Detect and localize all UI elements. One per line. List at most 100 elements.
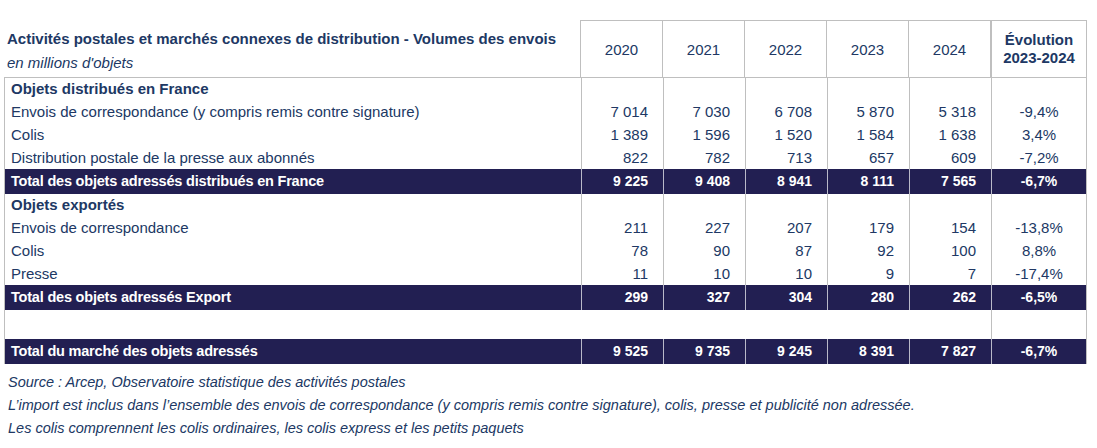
total-row: Total des objets adressés distribués en … <box>5 169 1086 194</box>
cell-value-2022: 713 <box>745 146 827 169</box>
cell-value-2021: 90 <box>663 239 745 262</box>
data-row: Envois de correspondance (y compris remi… <box>5 100 1086 123</box>
table-subtitle: en millions d'objets <box>7 51 570 75</box>
cell-value-2023: 8 111 <box>827 169 909 194</box>
column-header-2023: 2023 <box>827 21 909 77</box>
cell-value-2022 <box>745 78 827 100</box>
cell-evolution <box>991 310 1086 339</box>
cell-value-2021: 10 <box>663 262 745 285</box>
row-label <box>5 310 581 339</box>
cell-value-2024: 100 <box>909 239 991 262</box>
table-body: Objets distribués en FranceEnvois de cor… <box>4 77 1087 364</box>
spacer-row <box>5 310 1086 339</box>
cell-value-2024: 7 565 <box>909 169 991 194</box>
cell-value-2023: 92 <box>827 239 909 262</box>
cell-value-2024: 262 <box>909 285 991 310</box>
cell-value-2021 <box>663 78 745 100</box>
footnote: Source : Arcep, Observatoire statistique… <box>8 371 1089 394</box>
row-label: Distribution postale de la presse aux ab… <box>5 146 581 169</box>
column-header-evolution: Évolution 2023-2024 <box>992 20 1087 77</box>
footnote: L’import est inclus dans l’ensemble des … <box>8 394 1089 417</box>
cell-value-2021: 7 030 <box>663 100 745 123</box>
cell-value-2024 <box>909 310 991 339</box>
cell-value-2023: 8 391 <box>827 339 909 364</box>
cell-evolution: -9,4% <box>991 100 1086 123</box>
cell-value-2024: 154 <box>909 216 991 239</box>
section-row: Objets distribués en France <box>5 78 1086 100</box>
row-label: Presse <box>5 262 581 285</box>
cell-value-2023: 5 870 <box>827 100 909 123</box>
row-label: Total des objets adressés Export <box>5 285 581 310</box>
cell-value-2022 <box>745 310 827 339</box>
column-header-2024: 2024 <box>909 21 991 77</box>
cell-value-2022: 87 <box>745 239 827 262</box>
column-header-2020: 2020 <box>581 21 663 77</box>
cell-value-2022: 304 <box>745 285 827 310</box>
footnotes: Source : Arcep, Observatoire statistique… <box>4 371 1089 440</box>
cell-value-2020: 7 014 <box>581 100 663 123</box>
cell-value-2024: 1 638 <box>909 123 991 146</box>
cell-evolution: -17,4% <box>991 262 1086 285</box>
cell-value-2023: 179 <box>827 216 909 239</box>
column-header-2022: 2022 <box>745 21 827 77</box>
row-label: Total des objets adressés distribués en … <box>5 169 581 194</box>
cell-value-2020 <box>581 310 663 339</box>
cell-value-2020 <box>581 194 663 216</box>
data-row: Distribution postale de la presse aux ab… <box>5 146 1086 169</box>
cell-evolution: -6,5% <box>991 285 1086 310</box>
title-cell: Activités postales et marchés connexes d… <box>4 20 580 77</box>
data-row: Envois de correspondance211227207179154-… <box>5 216 1086 239</box>
cell-evolution: 8,8% <box>991 239 1086 262</box>
total-row: Total du marché des objets adressés9 525… <box>5 339 1086 364</box>
row-label: Colis <box>5 239 581 262</box>
cell-value-2021: 327 <box>663 285 745 310</box>
cell-value-2024: 7 827 <box>909 339 991 364</box>
cell-value-2022: 207 <box>745 216 827 239</box>
cell-value-2020: 299 <box>581 285 663 310</box>
cell-value-2022: 9 245 <box>745 339 827 364</box>
section-row: Objets exportés <box>5 194 1086 216</box>
cell-evolution <box>991 194 1086 216</box>
evolution-header-line1: Évolution <box>1005 31 1073 49</box>
cell-value-2023 <box>827 78 909 100</box>
cell-value-2024: 7 <box>909 262 991 285</box>
cell-value-2023 <box>827 310 909 339</box>
cell-evolution: 3,4% <box>991 123 1086 146</box>
cell-value-2020: 211 <box>581 216 663 239</box>
cell-value-2024 <box>909 194 991 216</box>
cell-value-2021 <box>663 194 745 216</box>
cell-value-2020: 9 225 <box>581 169 663 194</box>
cell-value-2022: 1 520 <box>745 123 827 146</box>
table-header-row: Activités postales et marchés connexes d… <box>4 20 1089 77</box>
cell-value-2021: 9 408 <box>663 169 745 194</box>
row-label: Envois de correspondance <box>5 216 581 239</box>
column-header-2021: 2021 <box>663 21 745 77</box>
row-label: Envois de correspondance (y compris remi… <box>5 100 581 123</box>
cell-evolution <box>991 78 1086 100</box>
cell-value-2024: 609 <box>909 146 991 169</box>
cell-evolution: -7,2% <box>991 146 1086 169</box>
row-label: Objets distribués en France <box>5 78 581 100</box>
data-row: Colis789087921008,8% <box>5 239 1086 262</box>
cell-value-2022: 10 <box>745 262 827 285</box>
cell-evolution: -13,8% <box>991 216 1086 239</box>
cell-value-2023: 9 <box>827 262 909 285</box>
total-row: Total des objets adressés Export29932730… <box>5 285 1086 310</box>
cell-value-2022: 8 941 <box>745 169 827 194</box>
postal-volumes-report: Activités postales et marchés connexes d… <box>0 0 1097 448</box>
cell-value-2020: 822 <box>581 146 663 169</box>
cell-value-2021 <box>663 310 745 339</box>
data-row: Presse11101097-17,4% <box>5 262 1086 285</box>
cell-value-2023: 280 <box>827 285 909 310</box>
cell-value-2021: 9 735 <box>663 339 745 364</box>
evolution-header-line2: 2023-2024 <box>1003 49 1075 67</box>
year-header-row: 20202021202220232024 <box>580 20 992 77</box>
cell-value-2021: 782 <box>663 146 745 169</box>
table-title: Activités postales et marchés connexes d… <box>7 26 570 51</box>
cell-value-2020 <box>581 78 663 100</box>
row-label: Objets exportés <box>5 194 581 216</box>
cell-value-2020: 11 <box>581 262 663 285</box>
data-row: Colis1 3891 5961 5201 5841 6383,4% <box>5 123 1086 146</box>
footnote: Les colis comprennent les colis ordinair… <box>8 417 1089 440</box>
cell-value-2020: 78 <box>581 239 663 262</box>
